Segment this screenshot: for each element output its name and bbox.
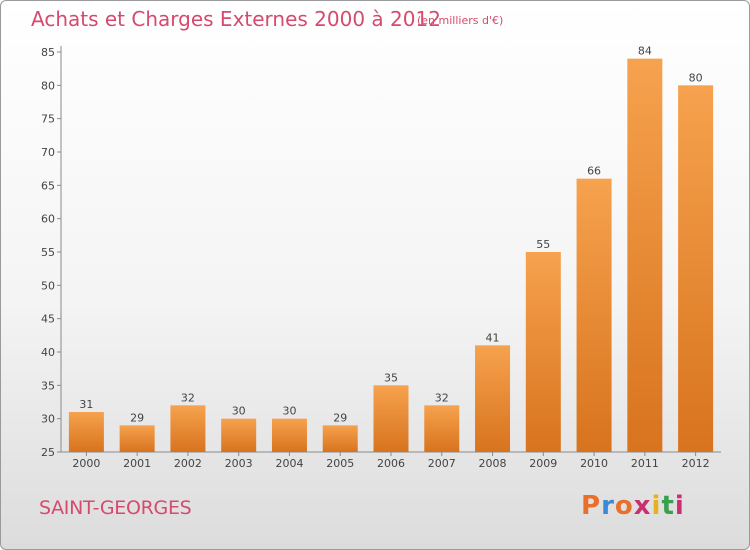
x-tick-label: 2005 — [326, 457, 354, 470]
logo-letter: i — [674, 491, 685, 521]
x-tick-label: 2008 — [479, 457, 507, 470]
x-tick-label: 2004 — [275, 457, 303, 470]
y-tick-label: 65 — [41, 179, 55, 192]
bar — [119, 425, 155, 452]
data-label: 29 — [130, 411, 144, 424]
bar — [221, 418, 257, 452]
y-tick-label: 50 — [41, 279, 55, 292]
x-tick-label: 2010 — [580, 457, 608, 470]
x-tick-label: 2011 — [631, 457, 659, 470]
bar — [678, 85, 714, 452]
x-tick-label: 2003 — [225, 457, 253, 470]
y-tick-label: 75 — [41, 113, 55, 126]
bar — [475, 345, 511, 452]
bar — [373, 385, 409, 452]
y-tick-label: 55 — [41, 246, 55, 259]
x-tick-label: 2009 — [529, 457, 557, 470]
bars — [68, 58, 714, 453]
y-tick-label: 40 — [41, 346, 55, 359]
data-label: 35 — [384, 371, 398, 384]
commune-name: SAINT-GEORGES — [39, 497, 192, 519]
bar — [424, 405, 460, 452]
x-tick-label: 2006 — [377, 457, 405, 470]
chart-unit: (en milliers d'€) — [417, 14, 504, 27]
y-tick-label: 30 — [41, 413, 55, 426]
data-label: 30 — [232, 405, 246, 418]
data-label: 80 — [689, 71, 703, 84]
logo-letter: r — [601, 491, 615, 521]
labels: 2000 31 2001 29 2002 32 2003 30 2004 30 2005 29 2006… — [72, 45, 709, 470]
data-label: 41 — [486, 331, 500, 344]
data-label: 66 — [587, 165, 601, 178]
data-label: 30 — [282, 405, 296, 418]
chart-title: Achats et Charges Externes 2000 à 2012 — [31, 7, 441, 31]
y-tick-label: 85 — [41, 46, 55, 59]
y-tick-label: 70 — [41, 146, 55, 159]
y-tick-label: 35 — [41, 379, 55, 392]
logo-letter: x — [633, 491, 652, 521]
y-tick-label: 60 — [41, 213, 55, 226]
data-label: 29 — [333, 411, 347, 424]
data-label: 32 — [181, 391, 195, 404]
logo-letter: o — [614, 491, 634, 521]
x-tick-label: 2012 — [682, 457, 710, 470]
bar — [525, 252, 561, 452]
data-label: 32 — [435, 391, 449, 404]
logo-letter: t — [661, 491, 675, 521]
axes: 25 30 35 40 45 50 55 60 65 70 75 80 85 — [41, 46, 721, 459]
bar — [271, 418, 307, 452]
data-label: 31 — [79, 398, 93, 411]
data-label: 55 — [536, 238, 550, 251]
x-tick-label: 2002 — [174, 457, 202, 470]
bar — [576, 178, 612, 452]
data-label: 84 — [638, 45, 652, 58]
bar — [170, 405, 206, 452]
proxiti-logo: Proxiti — [581, 491, 685, 521]
logo-letter: P — [581, 491, 602, 521]
logo-letter: i — [651, 491, 662, 521]
y-tick-label: 25 — [41, 446, 55, 459]
bar — [68, 412, 104, 452]
bar — [322, 425, 358, 452]
x-tick-label: 2007 — [428, 457, 456, 470]
bar — [627, 58, 663, 453]
x-tick-label: 2000 — [72, 457, 100, 470]
x-tick-label: 2001 — [123, 457, 151, 470]
y-tick-label: 45 — [41, 313, 55, 326]
y-tick-label: 80 — [41, 79, 55, 92]
